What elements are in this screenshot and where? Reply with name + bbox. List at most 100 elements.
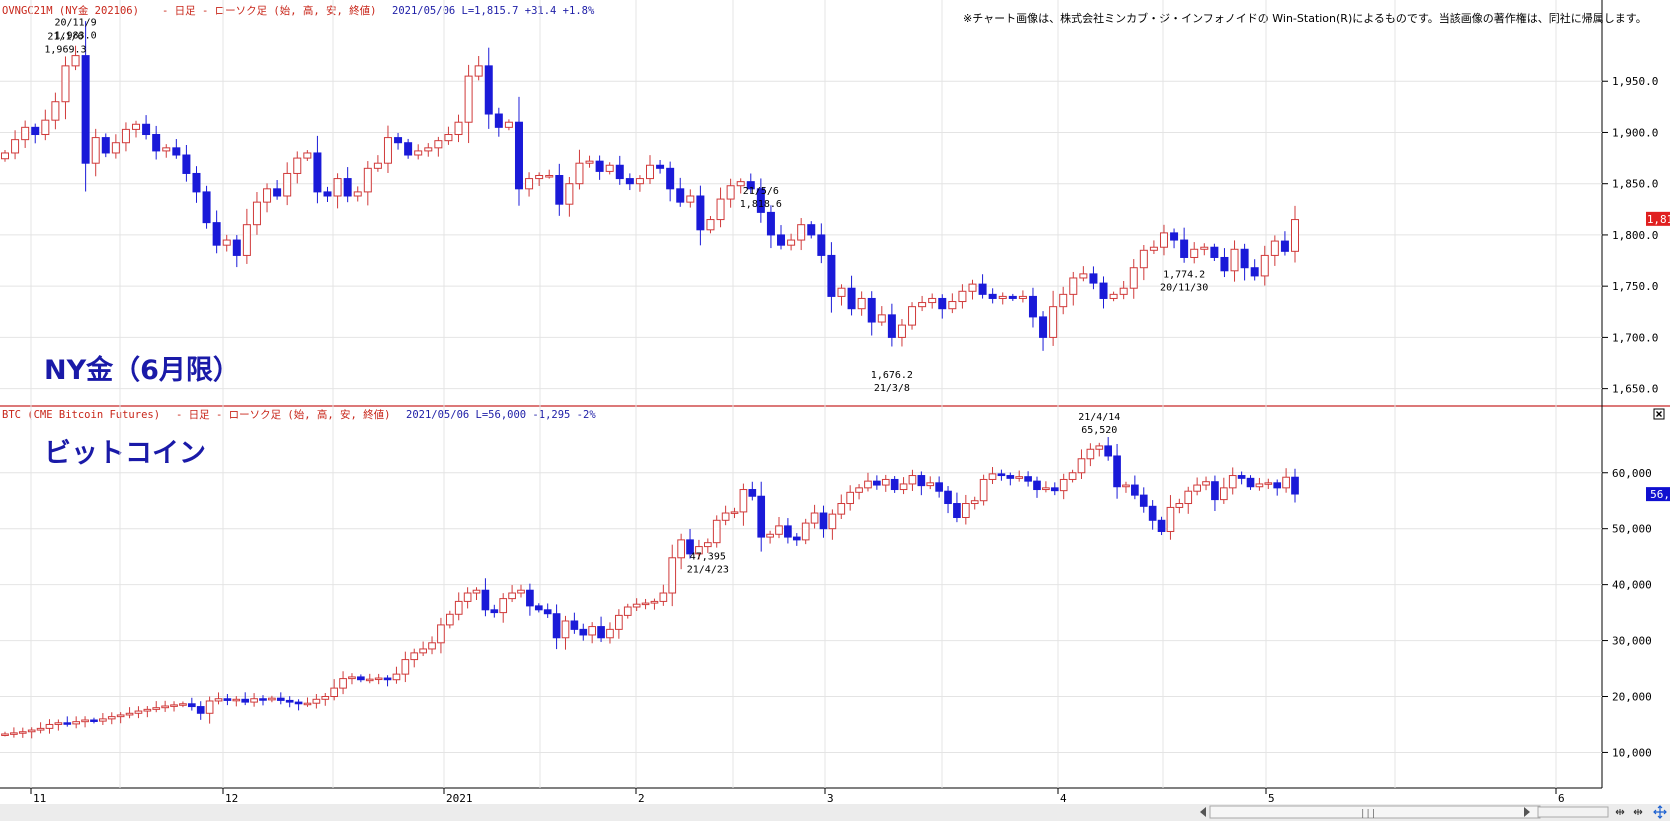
gold-candle-up [686, 195, 695, 203]
gold-candle-down [867, 297, 876, 323]
gold-candle-up [263, 188, 272, 203]
gold-candle-up [1059, 293, 1068, 308]
zoom-out-icon[interactable] [1615, 809, 1625, 815]
btc-candle-up [775, 525, 783, 535]
gold-candle-down [202, 191, 211, 224]
gold-candle-up [71, 55, 80, 67]
crosshair-move-icon[interactable] [1653, 805, 1667, 819]
gold-candle-down [847, 287, 856, 310]
gold-candle-up [252, 201, 261, 226]
btc-candle-up [828, 513, 837, 530]
btc-candle-down [997, 473, 1006, 477]
gold-candle-up [242, 224, 251, 256]
copyright-note: ※チャート画像は、株式会社ミンカブ・ジ・インフォノイドの Win-Station… [963, 11, 1647, 25]
btc-candle-down [953, 503, 961, 518]
btc-candle-up [1202, 481, 1210, 486]
btc-candle-up [303, 702, 312, 706]
gold-candle-down [817, 234, 826, 256]
scroll-left-arrow-icon[interactable] [1200, 807, 1206, 817]
gold-candle-up [353, 191, 362, 197]
gold-candle-down [1210, 246, 1219, 258]
gold-annotation-date: 21/3/8 [874, 383, 910, 394]
scroll-right-arrow-icon[interactable] [1524, 807, 1530, 817]
gold-candle-up [1109, 293, 1118, 299]
gold-panel-label: NY金（6月限） [44, 354, 240, 386]
btc-candle-up [437, 624, 445, 644]
gold-candle-up [897, 324, 906, 338]
scrollbar-grip-icon[interactable]: ||| [1360, 809, 1376, 819]
gold-candle-up [787, 239, 796, 246]
btc-candle-up [45, 723, 54, 729]
gold-candle-up [1139, 249, 1148, 269]
gold-y-tick-label: 1,700.0 [1612, 331, 1658, 344]
gold-candle-up [1291, 219, 1299, 252]
btc-candle-down [1273, 482, 1282, 489]
gold-annotation-date: 20/11/9 [54, 17, 96, 28]
gold-candle-up [1018, 295, 1027, 299]
gold-candle-up [535, 175, 544, 180]
btc-panel-close-icon[interactable] [1653, 408, 1665, 420]
gold-annotation-date: 21/1/6 [47, 31, 83, 42]
btc-candle-down [63, 722, 72, 725]
gold-candle-up [857, 297, 866, 310]
gold-y-tick-label: 1,850.0 [1612, 178, 1658, 191]
btc-candle-up [374, 677, 383, 681]
gold-candle-down [1028, 295, 1037, 318]
zoom-in-icon[interactable] [1633, 809, 1643, 815]
horizontal-scrollbar[interactable]: ||| [0, 804, 1670, 821]
gold-annotation-date: 20/11/30 [1160, 282, 1208, 293]
gold-candle-up [1079, 273, 1088, 279]
btc-candle-down [1006, 475, 1015, 479]
gold-candle-up [646, 164, 654, 180]
zoom-slider[interactable] [1537, 806, 1609, 818]
btc-candle-up [365, 678, 374, 682]
gold-candle-down [656, 164, 665, 169]
month-label: 5 [1268, 792, 1275, 805]
btc-candle-up [632, 603, 641, 608]
gold-candle-up [1129, 267, 1138, 289]
btc-y-tick-label: 20,000 [1612, 691, 1652, 704]
btc-candle-down [383, 677, 392, 681]
btc-candle-up [712, 519, 721, 544]
btc-candle-up [837, 503, 846, 515]
gold-candle-down [1180, 239, 1189, 258]
btc-candle-down [890, 478, 899, 491]
gold-candle-down [595, 160, 604, 172]
gold-candle-up [121, 128, 130, 144]
gold-header-desc: - 日足 - ローソク足 (始, 高, 安, 終値) [162, 4, 377, 17]
btc-candle-up [1255, 483, 1264, 488]
btc-candle-up [1264, 482, 1273, 485]
btc-candle-up [250, 698, 258, 703]
gold-header-symbol: OVNGC21M (NY金 202106) [2, 4, 139, 17]
btc-current-price-label: 56,180 [1650, 488, 1670, 501]
btc-candle-up [908, 475, 917, 485]
month-label: 6 [1558, 792, 1565, 805]
btc-candle-up [463, 592, 472, 602]
btc-candle-up [312, 698, 321, 704]
gold-candle-up [797, 224, 806, 241]
gold-candle-up [41, 119, 50, 136]
gold-candle-up [585, 160, 594, 164]
btc-candle-up [846, 491, 855, 505]
gold-candle-up [162, 147, 171, 152]
btc-candle-up [330, 687, 339, 697]
gold-candle-down [182, 154, 191, 174]
btc-candle-up [348, 676, 356, 680]
gold-candle-up [11, 139, 20, 154]
btc-candle-up [668, 557, 677, 594]
gold-candle-up [525, 178, 534, 190]
btc-candle-up [721, 512, 730, 521]
btc-y-tick-label: 50,000 [1612, 523, 1652, 536]
gold-candle-down [31, 126, 40, 136]
btc-candle-up [864, 480, 872, 489]
btc-candle-up [401, 659, 410, 675]
btc-candle-up [99, 718, 107, 722]
btc-candle-up [472, 589, 481, 594]
gold-candle-up [928, 297, 937, 304]
btc-candle-down [543, 609, 552, 615]
gold-candle-up [303, 152, 312, 159]
btc-panel-label: ビットコイン [44, 438, 206, 469]
btc-candle-up [410, 652, 419, 661]
gold-candle-up [363, 167, 372, 193]
